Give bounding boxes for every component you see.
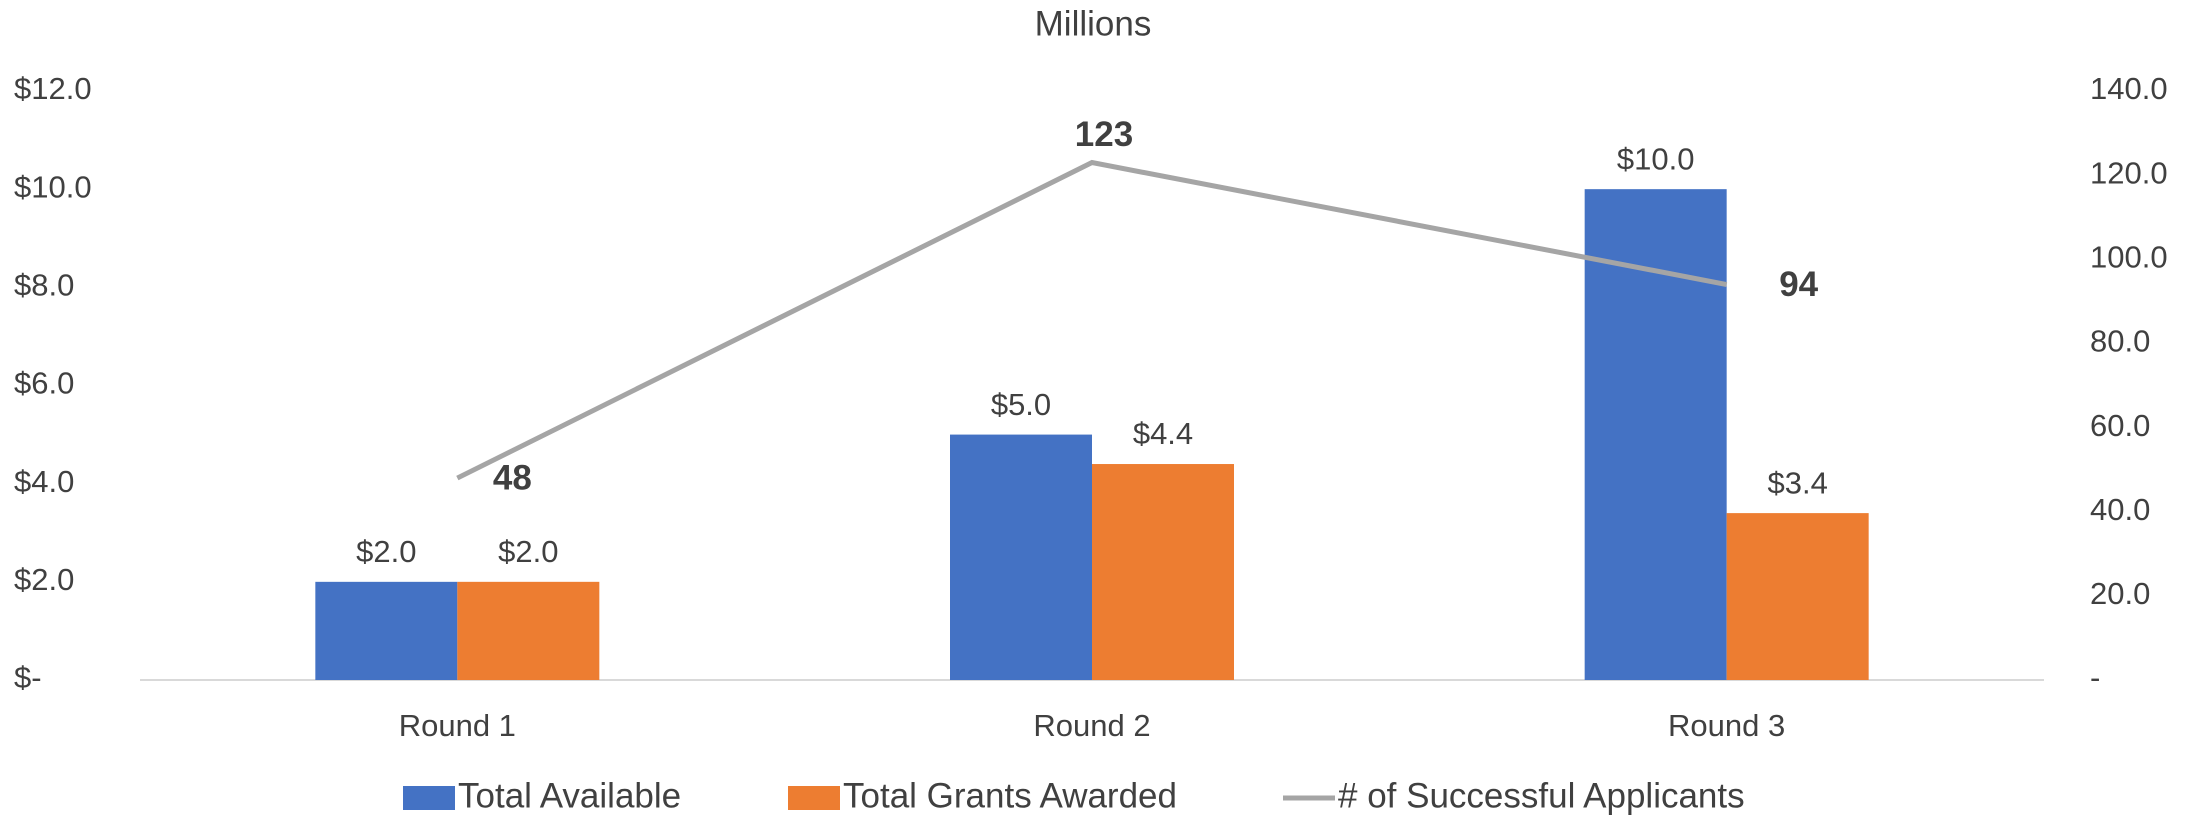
bar-value-label: $4.4 bbox=[1133, 416, 1193, 451]
line-value-label: 94 bbox=[1779, 265, 1818, 304]
x-tick-label: Round 3 bbox=[1668, 708, 1785, 743]
y2-tick-label: - bbox=[2090, 660, 2100, 695]
bar-value-label: $3.4 bbox=[1767, 465, 1827, 500]
legend-swatch bbox=[403, 786, 455, 810]
bar-value-label: $10.0 bbox=[1617, 141, 1695, 176]
bar bbox=[315, 581, 458, 680]
y2-tick-label: 20.0 bbox=[2090, 576, 2150, 611]
bar-value-label: $2.0 bbox=[498, 534, 558, 569]
y-tick-label: $10.0 bbox=[14, 169, 92, 204]
y-tick-label: $8.0 bbox=[14, 268, 74, 303]
x-tick-label: Round 2 bbox=[1033, 708, 1150, 743]
y2-tick-label: 140.0 bbox=[2090, 71, 2168, 106]
bar bbox=[950, 434, 1092, 680]
line-value-label: 123 bbox=[1075, 115, 1133, 154]
y-tick-label: $- bbox=[14, 660, 42, 695]
y2-tick-label: 80.0 bbox=[2090, 324, 2150, 359]
bar bbox=[1726, 513, 1869, 680]
bar bbox=[457, 581, 600, 680]
bar-value-label: $2.0 bbox=[356, 534, 416, 569]
y-tick-label: $12.0 bbox=[14, 71, 92, 106]
bar bbox=[1092, 464, 1234, 680]
y-tick-label: $6.0 bbox=[14, 366, 74, 401]
line-value-label: 48 bbox=[493, 458, 532, 497]
legend-swatch bbox=[788, 786, 840, 810]
legend-label: Total Grants Awarded bbox=[843, 776, 1177, 815]
chart-title: Millions bbox=[1035, 4, 1152, 43]
line-series bbox=[456, 159, 1728, 481]
y2-tick-label: 100.0 bbox=[2090, 239, 2168, 274]
y-tick-label: $2.0 bbox=[14, 562, 74, 597]
x-tick-label: Round 1 bbox=[399, 708, 516, 743]
y2-tick-label: 60.0 bbox=[2090, 408, 2150, 443]
y-tick-label: $4.0 bbox=[14, 464, 74, 499]
legend-label: Total Available bbox=[458, 776, 681, 815]
bar-value-label: $5.0 bbox=[991, 387, 1051, 422]
y2-tick-label: 120.0 bbox=[2090, 155, 2168, 190]
y2-tick-label: 40.0 bbox=[2090, 492, 2150, 527]
legend-label: # of Successful Applicants bbox=[1338, 776, 1745, 815]
